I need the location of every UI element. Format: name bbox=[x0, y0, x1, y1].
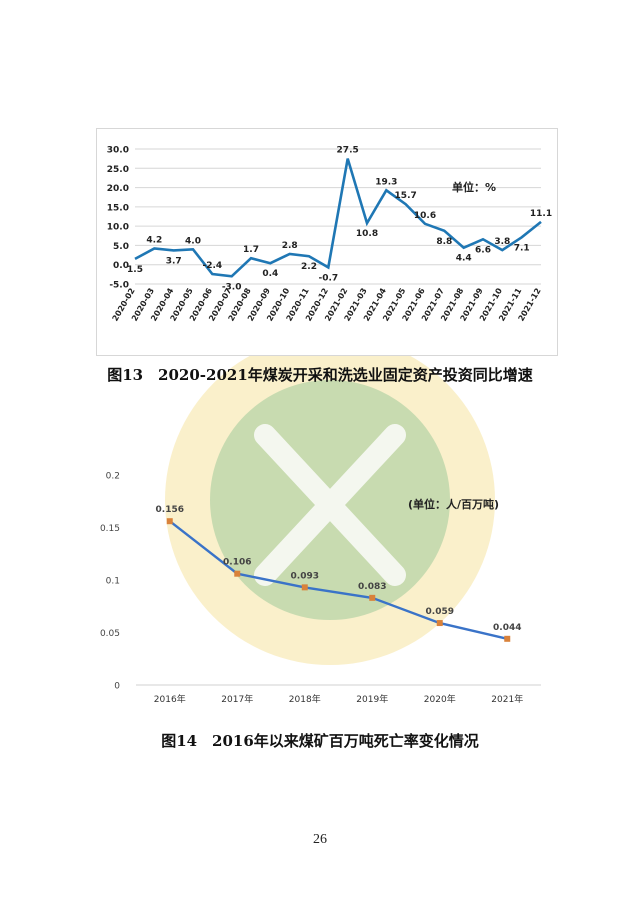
chart14-unit-label: (单位：人/百万吨) bbox=[408, 497, 499, 511]
chart14-y-tick-label: 0.15 bbox=[100, 524, 120, 534]
chart14-x-tick-label: 2019年 bbox=[356, 693, 388, 705]
chart13-data-label: 1.7 bbox=[243, 245, 259, 255]
chart13-data-label: 4.2 bbox=[146, 236, 162, 246]
chart14-x-tick-label: 2018年 bbox=[289, 693, 321, 705]
chart13-data-label: -2.4 bbox=[202, 261, 222, 271]
chart13-data-label: 10.8 bbox=[356, 229, 378, 239]
chart14-x-tick-label: 2017年 bbox=[221, 693, 253, 705]
chart14-y-tick-label: 0 bbox=[114, 682, 120, 692]
chart14-y-ticks: 0.2 0.15 0.1 0.05 0 bbox=[100, 472, 120, 692]
chart14-data-label: 0.093 bbox=[291, 571, 319, 581]
chart13-series-line bbox=[134, 158, 542, 278]
chart13-y-tick-label: 10.0 bbox=[107, 223, 129, 233]
chart14-x-tick-label: 2016年 bbox=[154, 693, 186, 705]
chart14-point bbox=[301, 584, 308, 591]
chart14-point bbox=[234, 570, 241, 577]
chart13-y-tick-label: 15.0 bbox=[107, 203, 129, 213]
figure13-caption: 图13 2020-2021年煤炭开采和洗选业固定资产投资同比增速 bbox=[107, 366, 533, 384]
chart13-data-label: 15.7 bbox=[395, 191, 417, 201]
chart13-data-label: 2.2 bbox=[301, 262, 317, 272]
chart14-data-label: 0.059 bbox=[426, 607, 454, 617]
chart13-data-label: 4.4 bbox=[456, 254, 472, 264]
chart13-data-label: 7.1 bbox=[514, 243, 530, 253]
chart14-y-tick-label: 0.1 bbox=[106, 577, 120, 587]
chart14-markers bbox=[166, 518, 511, 642]
chart14-data-label: 0.083 bbox=[358, 582, 386, 592]
chart-fatality-rate: 0.2 0.15 0.1 0.05 0 2016年 2017年 2018年 2019年 2020… bbox=[100, 472, 541, 705]
chart-fixed-asset-investment: 30.0 25.0 20.0 15.0 10.0 5.0 0.0 -5.0 2020-0220… bbox=[96, 128, 558, 356]
chart13-data-labels: 1.5 4.2 3.74.0 -2.4 -3.0 1.7 0.4 2.8 2.2-0.7 27.5… bbox=[127, 146, 552, 293]
chart13-grid bbox=[135, 148, 541, 285]
chart13-x-ticks: 2020-022020-032020-042020-052020-062020-… bbox=[111, 286, 543, 323]
chart13-data-label: -0.7 bbox=[318, 273, 338, 283]
chart14-x-tick-label: 2021年 bbox=[491, 693, 523, 705]
chart13-y-tick-label: 0.0 bbox=[113, 261, 129, 271]
chart13-data-label: 27.5 bbox=[337, 146, 359, 156]
chart13-data-label: 1.5 bbox=[127, 265, 143, 275]
chart14-point bbox=[166, 518, 173, 525]
chart13-data-label: 19.3 bbox=[375, 177, 397, 187]
chart13-data-label: 8.8 bbox=[436, 237, 452, 247]
chart13-y-ticks: 30.0 25.0 20.0 15.0 10.0 5.0 0.0 -5.0 bbox=[107, 146, 129, 291]
watermark-logo bbox=[165, 335, 495, 665]
chart14-point bbox=[504, 635, 511, 642]
chart14-y-tick-label: 0.2 bbox=[106, 472, 120, 482]
chart13-data-label: 4.0 bbox=[185, 236, 201, 246]
chart13-y-tick-label: 5.0 bbox=[113, 242, 129, 252]
chart14-x-tick-label: 2020年 bbox=[424, 693, 456, 705]
chart13-y-tick-label: 25.0 bbox=[107, 165, 129, 175]
chart14-point bbox=[369, 594, 376, 601]
page-number: 26 bbox=[313, 832, 327, 847]
chart14-y-tick-label: 0.05 bbox=[100, 629, 120, 639]
chart13-data-label: 3.8 bbox=[494, 237, 510, 247]
chart13-y-tick-label: 20.0 bbox=[107, 184, 129, 194]
chart14-data-labels: 0.156 0.106 0.093 0.083 0.059 0.044 bbox=[156, 505, 522, 633]
chart13-data-label: 6.6 bbox=[475, 245, 491, 255]
chart14-x-ticks: 2016年 2017年 2018年 2019年 2020年 2021年 bbox=[154, 693, 523, 705]
chart13-unit-label: 单位：% bbox=[452, 180, 496, 194]
chart13-data-label: 10.6 bbox=[414, 211, 436, 221]
chart13-data-label: 3.7 bbox=[166, 256, 182, 266]
chart14-point bbox=[436, 620, 443, 627]
chart13-data-label: 2.8 bbox=[282, 241, 298, 251]
chart14-data-label: 0.106 bbox=[223, 558, 251, 568]
chart13-data-label: 11.1 bbox=[530, 209, 552, 219]
chart13-y-tick-label: -5.0 bbox=[109, 281, 129, 291]
chart13-y-tick-label: 30.0 bbox=[107, 146, 129, 156]
figure14-caption: 图14 2016年以来煤矿百万吨死亡率变化情况 bbox=[161, 732, 479, 750]
chart14-data-label: 0.044 bbox=[493, 623, 521, 633]
chart13-data-label: 0.4 bbox=[262, 269, 278, 279]
chart14-data-label: 0.156 bbox=[156, 505, 184, 515]
chart14-series-line bbox=[169, 520, 508, 640]
chart13-data-label: -3.0 bbox=[222, 282, 242, 292]
